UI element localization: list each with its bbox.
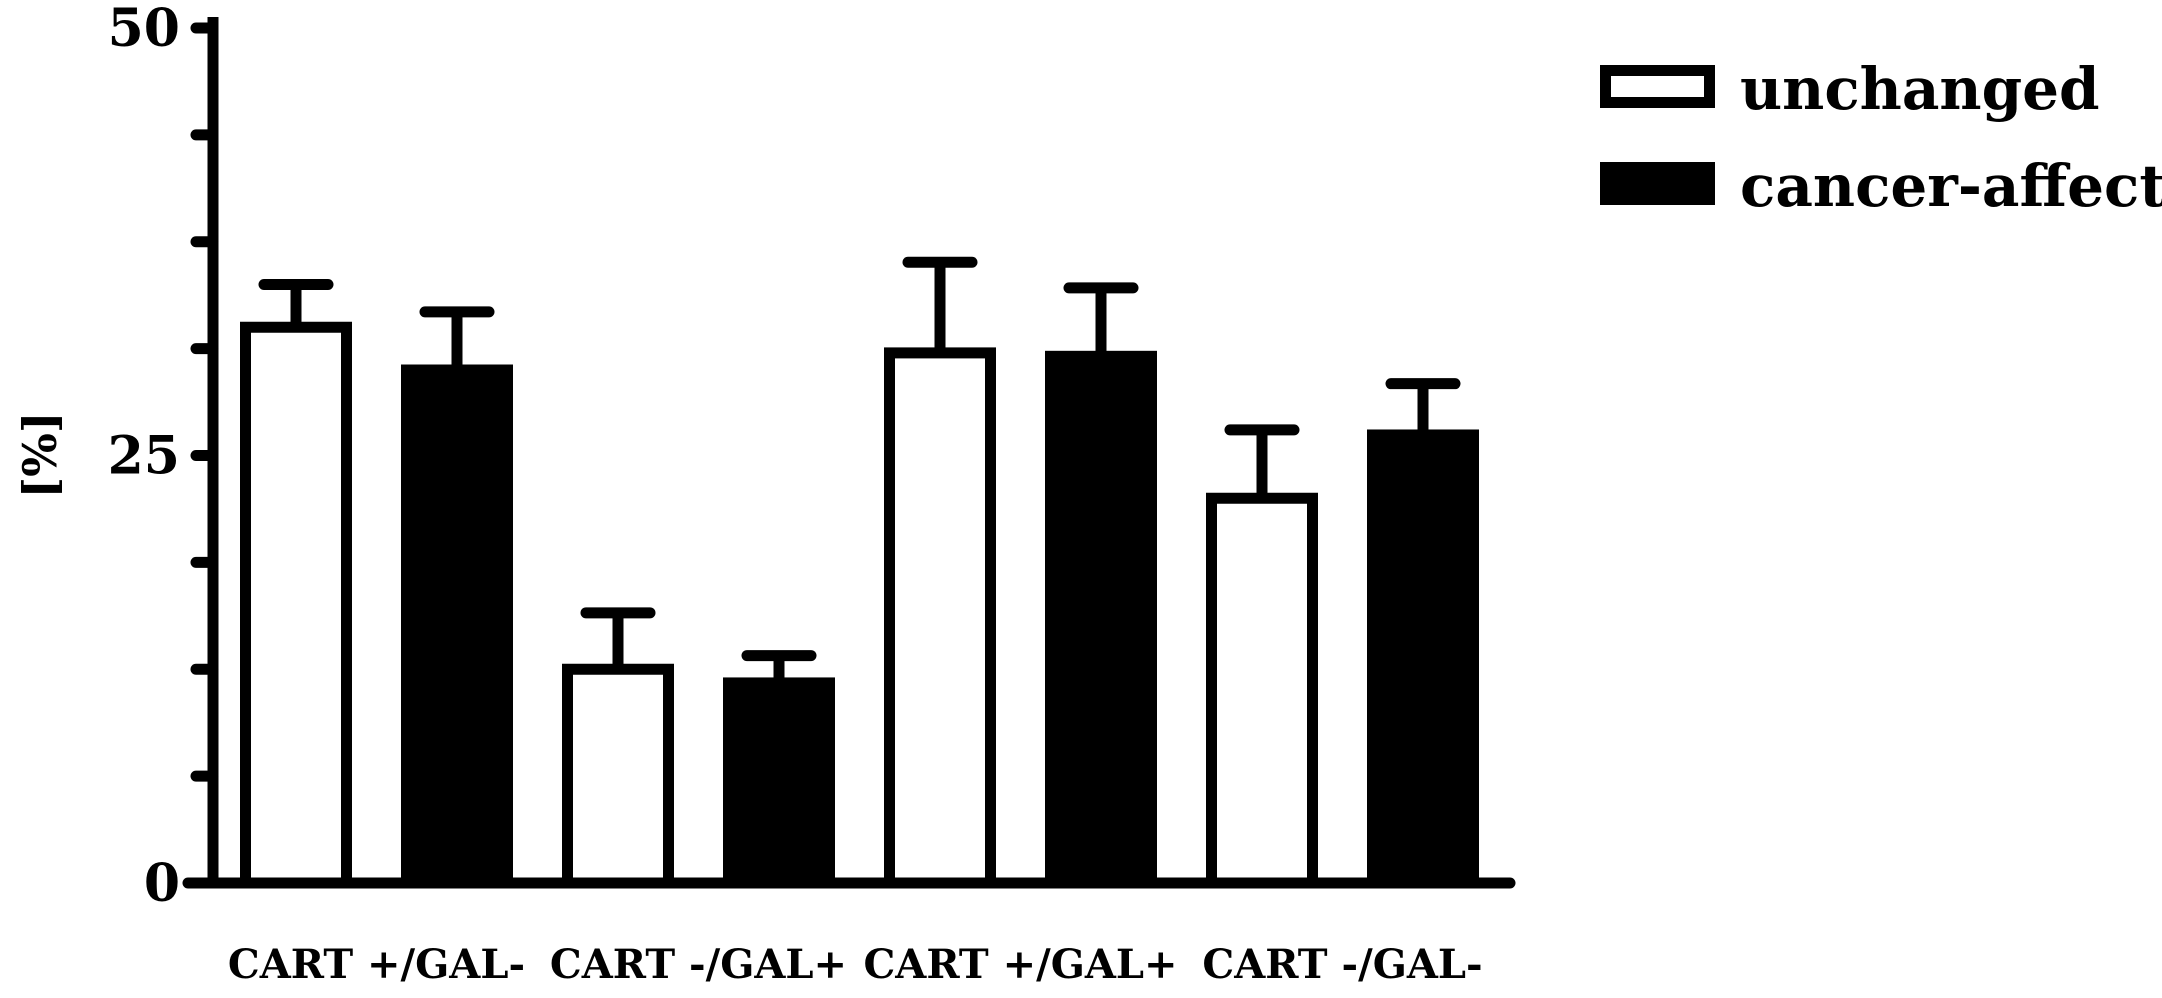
category-label: CART +/GAL+	[863, 941, 1177, 988]
legend-swatch	[1600, 65, 1715, 108]
y-tick-label: 50	[108, 0, 180, 59]
bar	[240, 321, 352, 889]
bar	[1045, 350, 1157, 889]
legend-label: unchanged	[1740, 55, 2100, 123]
bar	[401, 364, 513, 889]
bars	[240, 321, 1479, 889]
bar	[884, 347, 996, 889]
y-tick-label: 25	[108, 426, 180, 487]
legend: unchanged cancer-affected	[1600, 55, 2162, 220]
bar	[562, 663, 674, 889]
category-labels: CART +/GAL- CART -/GAL+ CART +/GAL+ CART -/…	[228, 941, 1483, 988]
category-label: CART -/GAL-	[1202, 941, 1482, 988]
category-label: CART -/GAL+	[550, 941, 847, 988]
bar	[1206, 492, 1318, 889]
y-axis-label: [%]	[13, 411, 67, 498]
y-tick-label: 0	[144, 853, 180, 914]
error-bars	[258, 256, 1461, 683]
legend-swatch	[1600, 162, 1715, 205]
legend-label: cancer-affected	[1740, 152, 2162, 220]
y-ticks: 0 25 50	[108, 0, 219, 914]
bar	[723, 677, 835, 889]
category-label: CART +/GAL-	[228, 941, 525, 988]
bar	[1367, 429, 1479, 889]
